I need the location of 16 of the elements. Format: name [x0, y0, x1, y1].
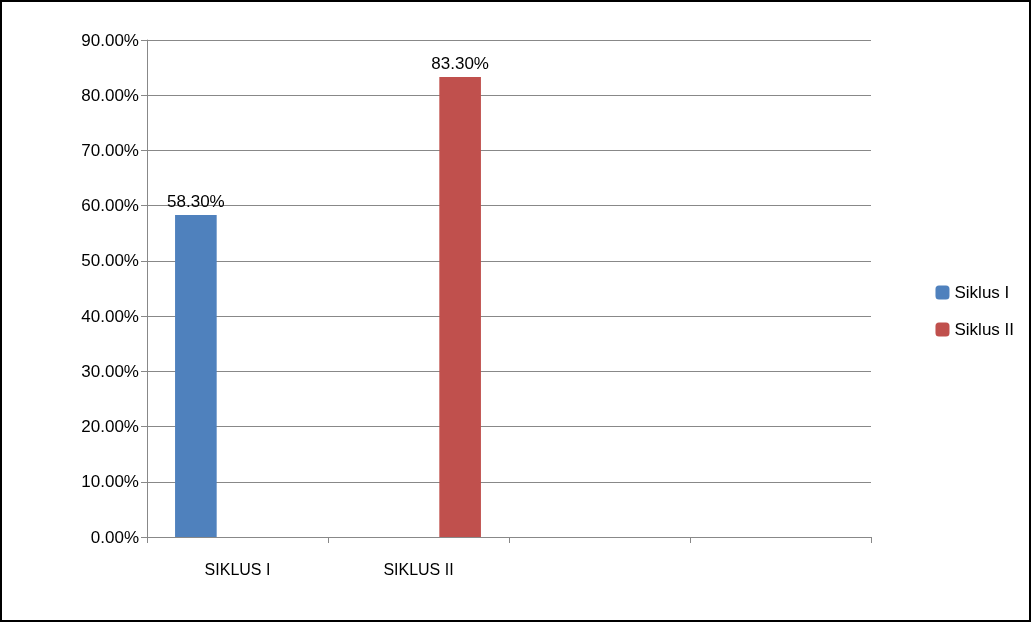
y-tick-label: 60.00%	[81, 196, 139, 216]
y-tick-label: 50.00%	[81, 251, 139, 271]
y-tick-label: 20.00%	[81, 417, 139, 437]
y-tick-label: 80.00%	[81, 85, 139, 105]
x-tick-label: SIKLUS II	[383, 560, 454, 578]
y-tick-label: 0.00%	[90, 527, 139, 547]
data-label: 58.30%	[167, 192, 225, 212]
y-tick-label: 40.00%	[81, 306, 139, 326]
legend-label: Siklus I	[954, 283, 1010, 302]
legend-label: Siklus II	[954, 320, 1015, 339]
data-label: 83.30%	[431, 54, 489, 73]
y-tick-label: 30.00%	[81, 361, 139, 381]
x-tick-label: SIKLUS I	[204, 560, 271, 578]
y-tick-label: 10.00%	[81, 472, 139, 492]
y-tick-label: 70.00%	[81, 140, 139, 160]
y-tick-label: 90.00%	[81, 30, 139, 50]
